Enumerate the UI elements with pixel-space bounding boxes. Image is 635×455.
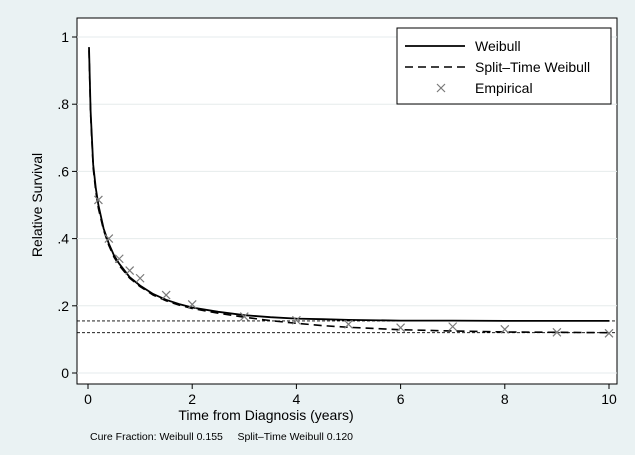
- empirical-marker-11: [448, 322, 458, 332]
- empirical-marker-1: [104, 234, 114, 244]
- empirical-markers: [93, 195, 614, 338]
- y-tick-label-2: .4: [57, 231, 69, 247]
- y-tick-label-5: 1: [61, 29, 69, 45]
- x-tick-label-4: 8: [501, 391, 509, 407]
- y-tick-label-0: 0: [61, 365, 69, 381]
- y-axis-label: Relative Survival: [29, 153, 45, 257]
- legend: Weibull Split–Time Weibull Empirical: [396, 27, 612, 105]
- series-line-1: [88, 50, 610, 334]
- empirical-marker-14: [604, 328, 614, 338]
- y-tick-label-1: .2: [57, 298, 69, 314]
- axes: 0.2.4.6.810 2 4 6 8 10: [57, 29, 617, 407]
- empirical-marker-12: [500, 324, 510, 334]
- empirical-marker-5: [161, 290, 171, 300]
- empirical-marker-2: [114, 254, 124, 264]
- x-tick-label-1: 2: [188, 391, 196, 407]
- empirical-marker-4: [135, 273, 145, 283]
- legend-box: [396, 27, 612, 105]
- y-tick-label-4: .8: [57, 96, 69, 112]
- empirical-marker-9: [344, 319, 353, 329]
- empirical-marker-6: [187, 300, 197, 309]
- empirical-marker-0: [93, 195, 103, 205]
- x-axis-label: Time from Diagnosis (years): [178, 407, 353, 423]
- x-tick-label-5: 10: [601, 391, 617, 407]
- empirical-marker-10: [396, 323, 406, 333]
- legend-label-0: Weibull: [475, 38, 521, 54]
- legend-marker-2: [436, 83, 446, 93]
- empirical-marker-3: [125, 266, 135, 275]
- cure-fraction-note: Cure Fraction: Weibull 0.155 Split–Time …: [90, 431, 353, 443]
- x-tick-label-2: 4: [293, 391, 301, 407]
- empirical-marker-8: [291, 315, 301, 325]
- series-lines: [88, 47, 610, 334]
- legend-label-1: Split–Time Weibull: [475, 59, 590, 75]
- x-tick-label-0: 0: [84, 391, 92, 407]
- empirical-marker-7: [239, 312, 249, 321]
- legend-label-2: Empirical: [475, 80, 533, 96]
- empirical-marker-13: [552, 327, 562, 337]
- y-tick-label-3: .6: [57, 163, 69, 179]
- x-tick-label-3: 6: [397, 391, 405, 407]
